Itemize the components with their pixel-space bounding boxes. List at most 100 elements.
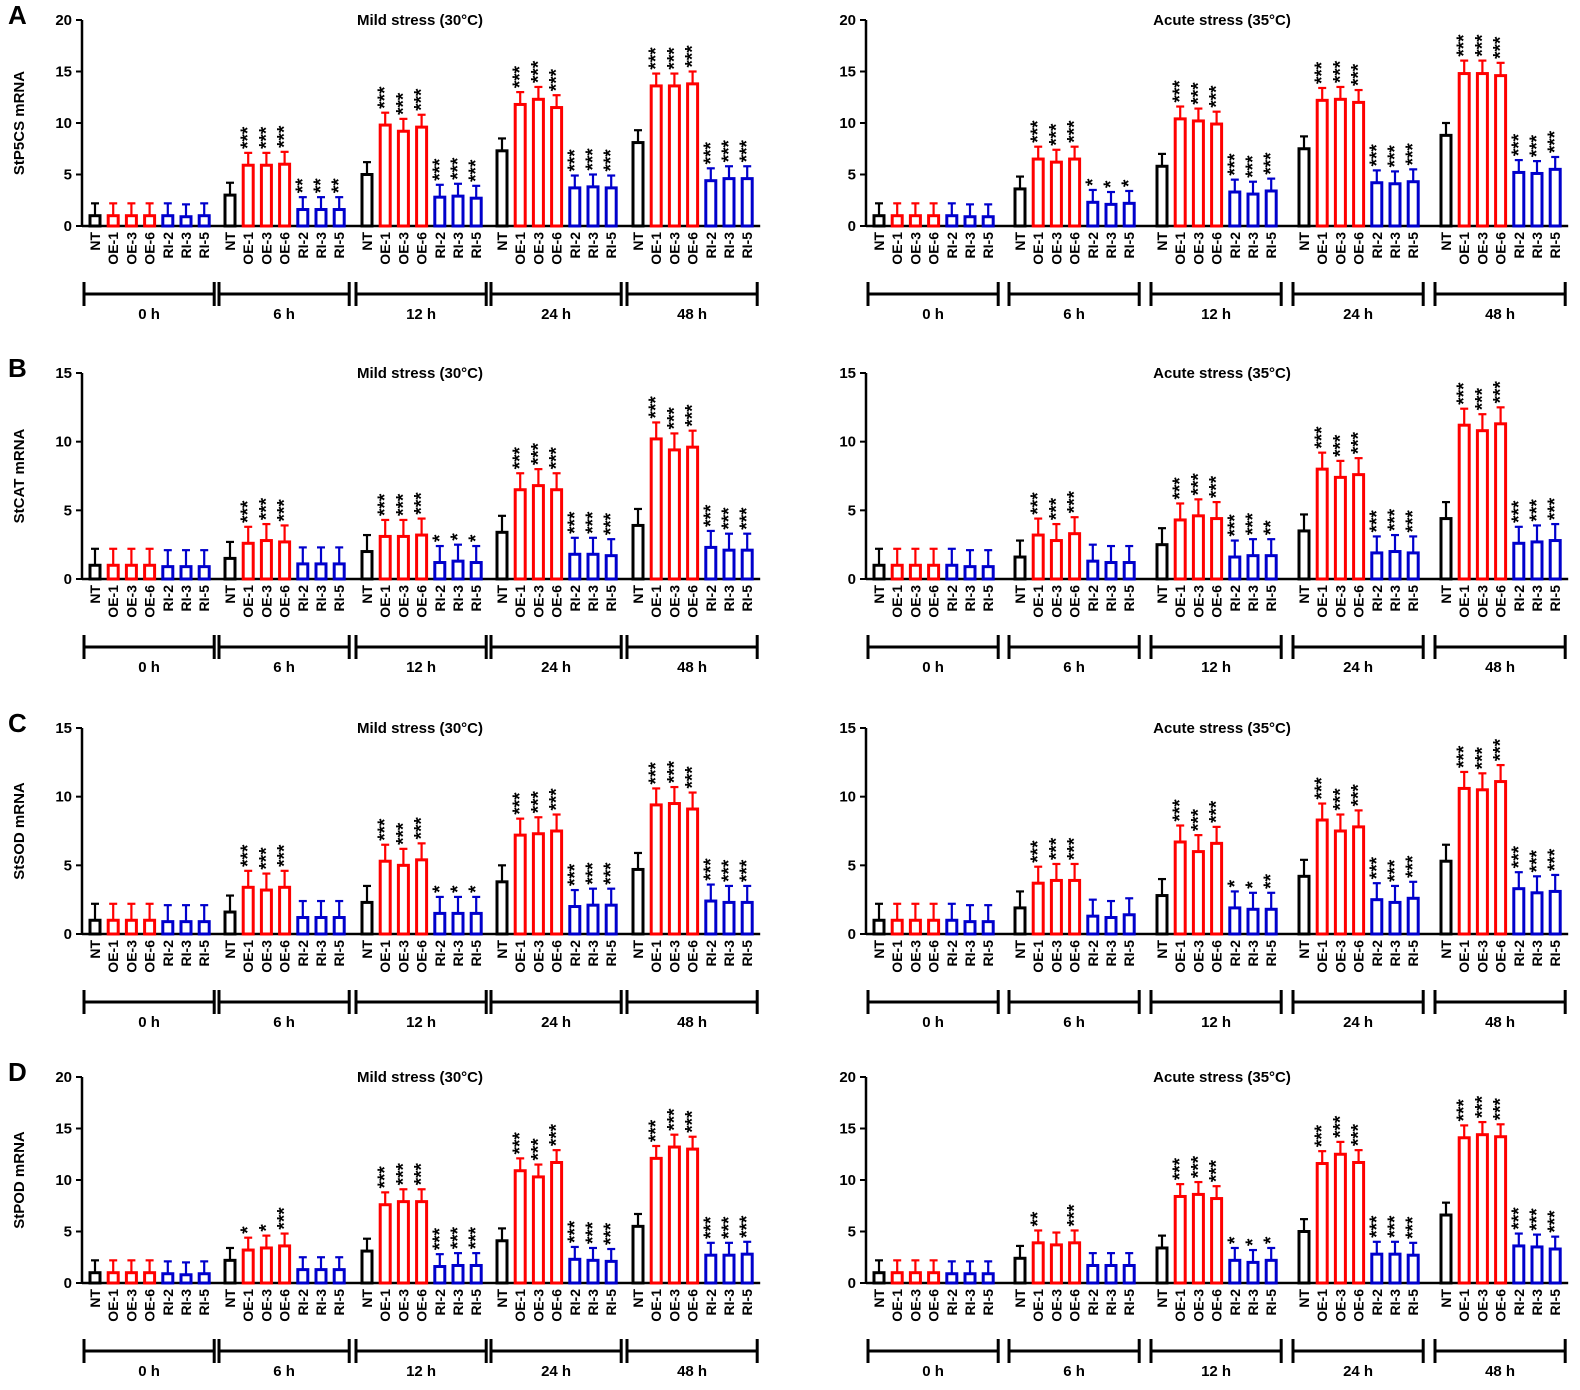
significance-label: *** [683, 766, 704, 789]
bar-24h-ri-3 [1388, 1252, 1402, 1285]
bar-24h-nt [495, 530, 509, 581]
x-tick-label: RI-5 [196, 1289, 212, 1316]
x-tick-label: RI-5 [1547, 1289, 1563, 1316]
x-tick-label: RI-2 [295, 1289, 311, 1316]
chart-title: Acute stress (35°C) [1153, 720, 1291, 737]
bar-6h-oe-6 [278, 1244, 292, 1285]
x-tick-label: OE-1 [377, 232, 393, 265]
bar-6h-nt [1013, 187, 1027, 228]
bar-48h-ri-5 [740, 1252, 754, 1285]
significance-label: *** [275, 1207, 296, 1230]
bar-24h-oe-1 [1315, 98, 1329, 228]
x-tick-label: NT [1012, 1289, 1028, 1308]
y-tick-label: 0 [848, 218, 856, 235]
significance-label: ** [311, 178, 332, 193]
bar-12h-nt [360, 550, 374, 581]
x-tick-label: RI-2 [703, 940, 719, 967]
bar-24h-nt [1297, 1230, 1311, 1285]
significance-label: *** [547, 68, 568, 91]
x-tick-label: OE-3 [907, 232, 923, 265]
x-tick-label: OE-1 [1030, 1289, 1046, 1322]
significance-label: *** [1170, 80, 1191, 103]
significance-label: *** [430, 158, 451, 181]
significance-label: *** [1509, 845, 1530, 868]
bar-48h-oe-6 [1494, 74, 1508, 228]
bar-0h-ri-2 [945, 1272, 959, 1285]
bar-0h-nt [88, 563, 102, 581]
bar-24h-ri-5 [604, 1259, 618, 1285]
significance-label: *** [683, 404, 704, 427]
bar-12h-oe-3 [1191, 850, 1205, 936]
bar-6h-oe-1 [241, 163, 255, 228]
significance-label: * [430, 534, 451, 542]
x-tick-label: OE-6 [1351, 585, 1367, 618]
significance-label: *** [1509, 133, 1530, 156]
significance-label: *** [683, 1110, 704, 1133]
bar-0h-oe-3 [124, 1271, 138, 1285]
significance-label: *** [393, 822, 414, 845]
significance-label: *** [583, 511, 604, 534]
bar-6h-nt [223, 1258, 237, 1285]
significance-label: *** [1330, 788, 1351, 811]
bar-12h-ri-2 [1228, 555, 1242, 581]
bar-12h-oe-6 [1210, 1197, 1224, 1285]
x-tick-label: RI-5 [196, 232, 212, 259]
x-tick-label: OE-3 [258, 1289, 274, 1322]
bar-0h-oe-1 [890, 1271, 904, 1285]
bar-12h-oe-1 [1173, 1194, 1187, 1285]
bar-12h-ri-3 [451, 559, 465, 581]
x-tick-label: RI-2 [1511, 585, 1527, 612]
x-tick-label: OE-3 [1332, 1289, 1348, 1322]
bar-48h-ri-5 [1548, 539, 1562, 581]
x-tick-label: RI-3 [178, 1289, 194, 1316]
x-tick-label: RI-3 [962, 232, 978, 259]
x-tick-label: RI-3 [1387, 1289, 1403, 1316]
significance-label: * [448, 533, 469, 541]
bar-24h-oe-3 [1333, 97, 1347, 228]
time-point-label: 12 h [406, 1363, 436, 1380]
x-tick-label: OE-3 [1048, 585, 1064, 618]
bar-0h-oe-1 [890, 918, 904, 936]
significance-label: *** [375, 818, 396, 841]
bar-12h-nt [1155, 543, 1169, 581]
bar-0h-oe-1 [106, 1271, 120, 1285]
bar-24h-ri-2 [1370, 181, 1384, 228]
x-tick-label: RI-5 [1263, 232, 1279, 259]
y-tick-label: 15 [55, 365, 72, 382]
time-point-label: 48 h [1485, 659, 1515, 676]
x-tick-label: RI-5 [980, 940, 996, 967]
bar-48h-oe-3 [667, 1145, 681, 1285]
x-tick-label: OE-6 [1351, 1289, 1367, 1322]
bar-24h-ri-5 [604, 554, 618, 581]
time-point-label: 24 h [541, 306, 571, 323]
significance-label: *** [1207, 85, 1228, 108]
y-tick-label: 20 [55, 12, 72, 29]
x-tick-label: OE-3 [395, 1289, 411, 1322]
x-tick-label: RI-2 [295, 940, 311, 967]
x-tick-label: NT [222, 232, 238, 251]
x-tick-label: RI-2 [567, 1289, 583, 1316]
x-tick-label: RI-2 [944, 232, 960, 259]
bar-12h-oe-3 [1191, 119, 1205, 228]
bar-6h-ri-3 [314, 916, 328, 936]
significance-label: *** [275, 499, 296, 522]
bar-24h-ri-3 [1388, 900, 1402, 936]
bar-48h-oe-1 [1457, 72, 1471, 228]
x-tick-label: OE-3 [530, 232, 546, 265]
bar-48h-oe-1 [1457, 423, 1471, 581]
y-tick-label: 15 [839, 720, 856, 737]
significance-label: *** [528, 790, 549, 813]
time-point-label: 0 h [138, 1363, 160, 1380]
chart-title: Mild stress (30°C) [357, 12, 483, 29]
significance-label: *** [1472, 34, 1493, 57]
significance-label: *** [1188, 1155, 1209, 1178]
bar-48h-ri-2 [1512, 887, 1526, 936]
significance-label: *** [719, 859, 740, 882]
x-tick-label: OE-6 [1067, 1289, 1083, 1322]
bar-0h-ri-5 [981, 565, 995, 581]
bar-0h-oe-3 [908, 1271, 922, 1285]
x-tick-label: OE-1 [889, 232, 905, 265]
x-tick-label: RI-5 [1547, 940, 1563, 967]
significance-label: *** [1527, 134, 1548, 157]
